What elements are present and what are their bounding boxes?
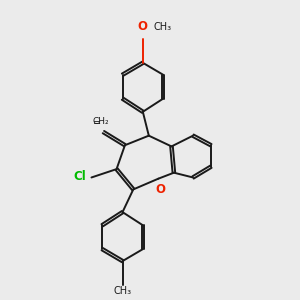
Text: CH₂: CH₂ [92, 117, 109, 126]
Text: O: O [155, 183, 165, 196]
Text: CH₃: CH₃ [113, 286, 132, 296]
Text: Cl: Cl [74, 170, 86, 183]
Text: CH₃: CH₃ [154, 22, 172, 32]
Text: O: O [138, 20, 148, 33]
Text: =: = [93, 118, 101, 128]
